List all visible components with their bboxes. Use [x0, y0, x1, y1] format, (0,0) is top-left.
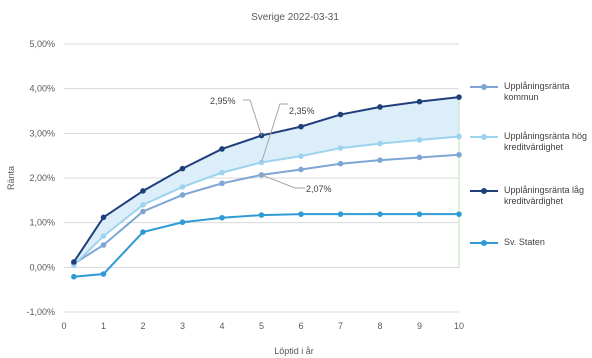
legend-label: Sv. Staten — [504, 237, 545, 247]
x-tick-label: 1 — [101, 321, 106, 331]
chart-title: Sverige 2022-03-31 — [251, 12, 339, 23]
legend-swatch — [470, 240, 498, 246]
y-tick-label: -1,00% — [26, 307, 55, 317]
data-point — [140, 188, 146, 194]
data-point — [219, 214, 225, 221]
legend-marker — [481, 188, 487, 194]
data-point — [377, 140, 383, 147]
legend-swatch — [470, 84, 498, 90]
x-axis-title: Löptid i år — [274, 346, 314, 356]
data-point — [140, 208, 146, 215]
data-point — [416, 98, 423, 105]
data-point — [337, 111, 344, 118]
y-tick-label: 1,00% — [29, 218, 55, 228]
data-point — [456, 133, 462, 140]
data-point — [337, 211, 344, 217]
data-point — [298, 153, 304, 159]
annotation-leader — [243, 99, 262, 136]
data-point — [337, 160, 344, 167]
data-point — [71, 259, 77, 265]
x-tick-label: 8 — [377, 321, 382, 331]
data-point — [179, 184, 186, 190]
x-tick-label: 0 — [61, 321, 66, 331]
data-point — [219, 180, 225, 187]
data-point — [456, 151, 462, 158]
data-point — [100, 233, 107, 239]
legend-label: Upplåningsränta kommun — [504, 81, 570, 102]
data-point — [377, 211, 383, 217]
data-point — [377, 104, 383, 110]
data-point — [337, 145, 344, 151]
data-point — [258, 212, 265, 218]
data-point — [416, 137, 423, 143]
y-tick-label: 2,00% — [29, 173, 55, 183]
x-tick-label: 9 — [417, 321, 422, 331]
legend-label: Upplåningsränta hög kreditvärdighet — [504, 131, 588, 152]
data-point — [100, 271, 107, 277]
data-point — [416, 211, 423, 217]
data-point — [140, 229, 146, 235]
legend-swatch — [470, 134, 498, 140]
annotation-leader — [261, 103, 288, 163]
data-point — [140, 202, 146, 208]
x-tick-label: 4 — [219, 321, 224, 331]
y-tick-label: 3,00% — [29, 128, 55, 138]
annotation-label: 2,95% — [210, 96, 236, 106]
data-point — [219, 169, 225, 176]
data-point — [179, 165, 186, 172]
annotation-leader — [261, 174, 305, 189]
data-point — [298, 123, 304, 130]
legend-label: Upplåningsränta låg kreditvärdighet — [504, 185, 585, 206]
data-point — [298, 211, 304, 217]
x-tick-label: 5 — [259, 321, 264, 331]
y-tick-label: 0,00% — [29, 262, 55, 272]
data-point — [416, 154, 423, 161]
annotation-label: 2,35% — [289, 106, 315, 116]
x-tick-label: 3 — [180, 321, 185, 331]
legend-marker — [481, 134, 487, 140]
data-point — [377, 157, 383, 163]
data-point — [456, 211, 462, 217]
data-point — [179, 192, 186, 198]
x-tick-label: 2 — [140, 321, 145, 331]
y-axis-title: Ränta — [6, 166, 16, 190]
data-point — [100, 242, 107, 248]
data-point — [71, 273, 77, 280]
x-tick-label: 6 — [298, 321, 303, 331]
legend-marker — [481, 240, 487, 246]
shaded-band — [73, 97, 459, 266]
x-tick-label: 7 — [338, 321, 343, 331]
x-tick-label: 10 — [454, 321, 464, 331]
y-tick-label: 4,00% — [29, 84, 55, 94]
y-tick-label: 5,00% — [29, 39, 55, 49]
data-point — [100, 214, 107, 221]
data-point — [219, 146, 225, 152]
annotation-label: 2,07% — [306, 184, 332, 194]
data-point — [456, 94, 462, 100]
legend-swatch — [470, 188, 498, 194]
data-point — [298, 166, 304, 173]
data-point — [179, 219, 186, 226]
legend-marker — [481, 84, 487, 90]
